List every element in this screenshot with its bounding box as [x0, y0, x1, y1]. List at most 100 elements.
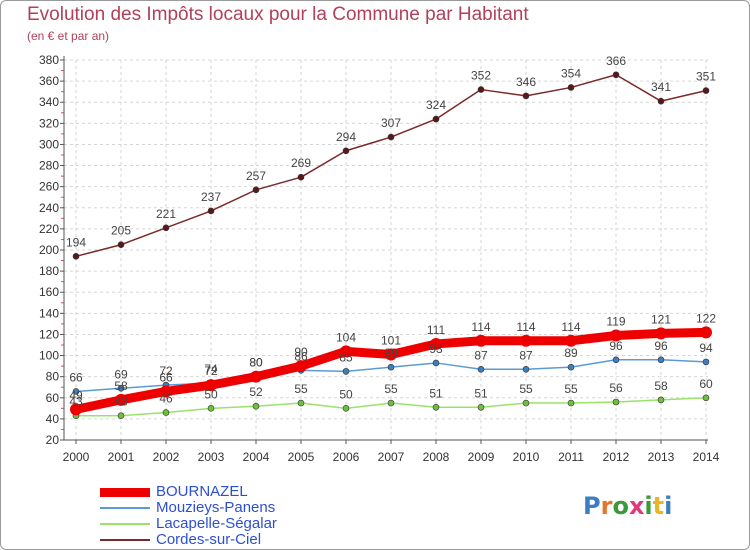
data-point	[657, 97, 665, 105]
logo-letter: P	[583, 492, 601, 520]
data-label: 80	[249, 356, 263, 370]
data-label: 51	[429, 386, 443, 400]
data-point	[250, 370, 262, 383]
data-point	[252, 186, 260, 194]
data-point	[342, 368, 350, 375]
data-label: 55	[384, 382, 398, 396]
y-tick-label: 340	[39, 95, 59, 109]
logo-letter: x	[628, 492, 645, 520]
y-tick-label: 140	[39, 306, 59, 320]
data-point	[702, 358, 710, 366]
y-tick-label: 240	[39, 201, 59, 215]
data-label: 324	[426, 98, 446, 112]
data-label: 50	[339, 387, 353, 401]
data-label: 50	[204, 387, 218, 401]
data-label: 94	[699, 341, 713, 355]
y-tick-label: 160	[39, 285, 59, 299]
y-tick-label: 180	[39, 264, 59, 278]
y-tick-label: 60	[46, 391, 60, 405]
data-point	[387, 133, 395, 141]
data-label: 89	[384, 346, 398, 360]
data-label: 366	[606, 54, 626, 68]
data-label: 72	[204, 364, 218, 378]
x-tick-label: 2001	[108, 450, 135, 464]
x-tick-label: 2000	[63, 450, 90, 464]
y-tick-label: 300	[39, 137, 59, 151]
data-point	[252, 402, 260, 410]
data-label: 237	[201, 190, 221, 204]
data-label: 346	[516, 75, 536, 89]
data-point	[700, 326, 712, 339]
y-tick-label: 220	[39, 222, 59, 236]
chart-subtitle: (en € et par an)	[27, 29, 110, 43]
data-point	[117, 384, 125, 392]
data-label: 341	[651, 80, 671, 94]
data-label: 119	[606, 315, 625, 329]
data-point	[477, 365, 485, 373]
data-label: 51	[474, 386, 488, 400]
x-tick-label: 2003	[198, 450, 225, 464]
data-label: 69	[114, 367, 128, 381]
data-label: 96	[654, 339, 668, 353]
y-tick-label: 120	[39, 327, 59, 341]
data-point	[432, 115, 440, 123]
data-point	[430, 337, 442, 350]
data-label: 194	[66, 235, 86, 249]
chart-title: Evolution des Impôts locaux pour la Comm…	[27, 4, 529, 25]
data-label: 60	[699, 377, 713, 391]
x-tick-label: 2005	[288, 450, 315, 464]
data-label: 89	[564, 346, 578, 360]
data-label: 294	[336, 130, 356, 144]
data-label: 55	[564, 382, 578, 396]
data-point	[72, 253, 80, 260]
legend-swatch	[100, 523, 150, 525]
x-tick-label: 2010	[513, 450, 540, 464]
data-point	[72, 388, 80, 395]
data-point	[612, 71, 620, 79]
data-point	[610, 329, 622, 342]
data-point	[385, 348, 397, 361]
data-label: 52	[249, 385, 263, 399]
data-point	[567, 399, 575, 407]
data-point	[70, 403, 82, 416]
data-point	[702, 87, 710, 94]
y-tick-label: 280	[39, 159, 59, 173]
data-label: 352	[471, 69, 491, 83]
logo-letter: i	[664, 492, 673, 520]
logo-letter: r	[600, 492, 613, 520]
data-label: 86	[294, 349, 308, 363]
data-label: 85	[339, 350, 353, 364]
data-label: 49	[69, 388, 83, 402]
data-label: 46	[159, 392, 173, 406]
data-label: 93	[429, 342, 443, 356]
data-label: 205	[111, 224, 131, 238]
data-point	[162, 224, 170, 232]
x-tick-label: 2009	[468, 450, 495, 464]
legend-label: BOURNAZEL	[156, 483, 248, 500]
data-point	[387, 399, 395, 407]
x-tick-label: 2014	[693, 450, 720, 464]
data-label: 90	[294, 345, 308, 359]
data-point	[342, 147, 350, 155]
data-label: 80	[249, 356, 263, 370]
y-tick-label: 320	[39, 116, 59, 130]
y-tick-label: 40	[46, 412, 60, 426]
data-label: 66	[159, 370, 173, 384]
data-label: 96	[609, 339, 623, 353]
x-tick-label: 2002	[153, 450, 180, 464]
logo-letter: t	[652, 492, 665, 520]
data-label: 101	[381, 334, 401, 348]
data-label: 43	[114, 395, 128, 409]
data-point	[205, 379, 217, 392]
data-point	[162, 409, 170, 416]
logo-letter: o	[612, 492, 629, 520]
data-point	[567, 363, 575, 371]
logo-letter: i	[644, 492, 653, 520]
data-label: 269	[291, 156, 311, 170]
x-tick-label: 2004	[243, 450, 270, 464]
data-point	[475, 334, 487, 347]
x-tick-label: 2008	[423, 450, 450, 464]
data-label: 257	[246, 169, 266, 183]
data-label: 121	[651, 312, 671, 326]
y-tick-label: 260	[39, 180, 59, 194]
